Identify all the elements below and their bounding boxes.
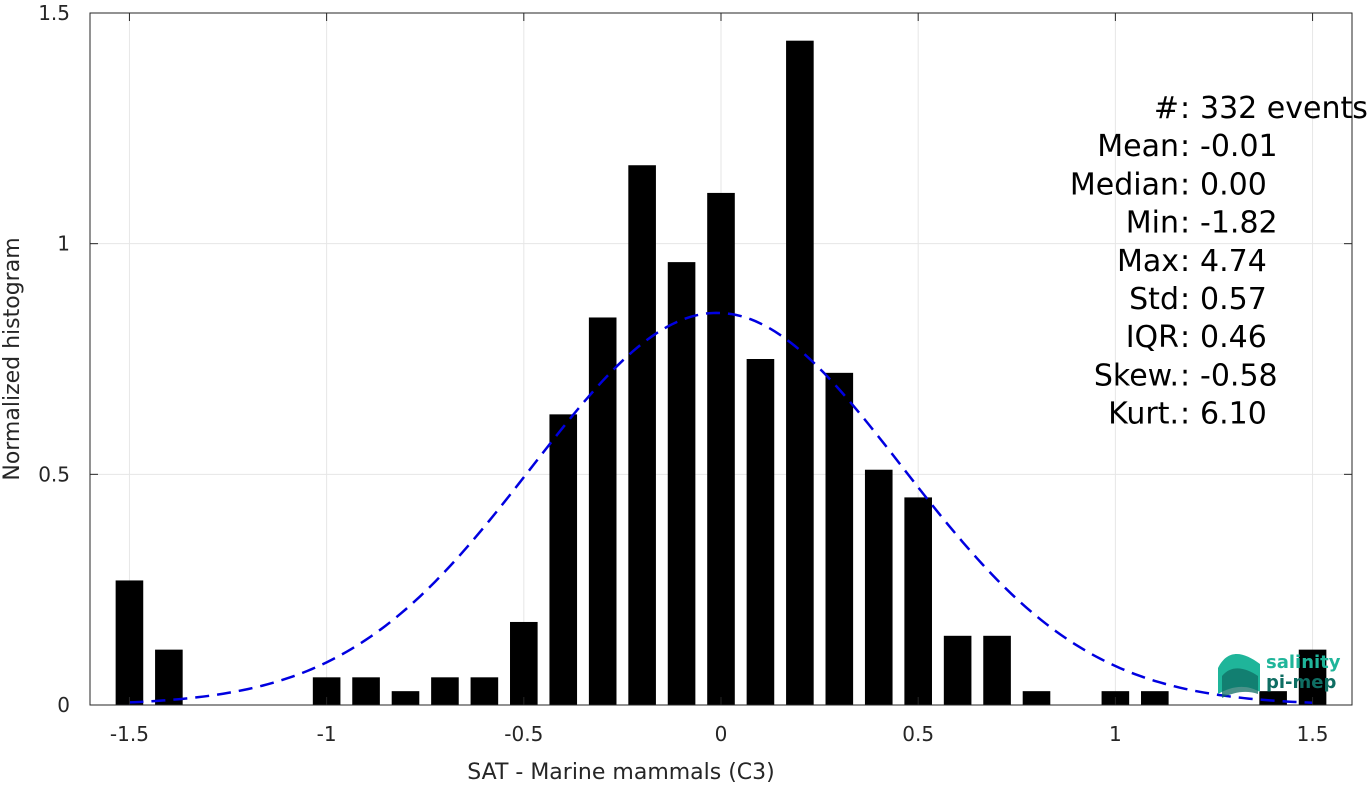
x-tick-label-4: 0.5 [902,722,934,746]
stat-value-1: -0.01 [1200,129,1278,164]
histogram-bar-11 [667,262,696,705]
histogram-bar-24 [1298,649,1327,705]
stat-value-0: 332 events [1200,91,1367,126]
stat-label-1: Mean [1097,129,1179,164]
y-tick-label-1: 0.5 [38,462,70,486]
stat-colon-6: : [1180,320,1190,355]
stat-colon-5: : [1180,282,1190,317]
stat-label-4: Max [1117,244,1179,279]
histogram-bar-22 [1141,691,1169,705]
y-axis-title: Normalized histogram [0,237,25,480]
stat-value-7: -0.58 [1200,358,1278,393]
logo-line2: pi-mep [1266,672,1336,693]
histogram-bar-1 [155,649,183,705]
histogram-bar-16 [864,469,893,705]
x-tick-label-0: -1.5 [110,722,149,746]
logo-wave-icon [1218,654,1260,698]
stat-label-8: Kurt. [1108,397,1179,432]
stat-value-8: 6.10 [1200,397,1267,432]
histogram-bar-12 [707,192,735,706]
stat-colon-1: : [1180,129,1190,164]
histogram-bar-10 [628,165,656,706]
stat-value-2: 0.00 [1200,167,1267,202]
x-tick-label-1: -1 [317,722,337,746]
histogram-bar-14 [786,40,814,706]
stat-value-5: 0.57 [1200,282,1267,317]
histogram-bar-3 [352,677,380,705]
histogram-bar-13 [746,359,775,705]
stat-value-3: -1.82 [1200,206,1278,241]
stat-colon-0: : [1180,91,1190,126]
axis-ticks [90,12,1352,706]
stat-value-6: 0.46 [1200,320,1267,355]
x-tick-label-3: 0 [715,722,728,746]
y-tick-label-2: 1 [57,232,70,256]
stat-colon-3: : [1180,206,1190,241]
histogram-bar-4 [391,691,420,705]
histogram-bar-19 [983,635,1011,705]
stat-colon-2: : [1180,167,1190,202]
x-axis-title: SAT - Marine mammals (C3) [467,760,775,785]
y-tick-labels: 0 0.5 1 1.5 [38,1,70,717]
histogram-bar-15 [825,372,854,705]
stat-label-6: IQR [1126,320,1179,355]
histogram-bar-9 [588,317,617,705]
stat-colon-7: : [1180,358,1190,393]
stat-value-4: 4.74 [1200,244,1267,279]
y-tick-label-0: 0 [57,693,70,717]
stat-label-3: Min [1126,206,1179,241]
histogram-bar-5 [431,677,459,705]
stat-label-2: Median [1070,167,1179,202]
histogram-bar-17 [904,497,932,705]
stat-label-5: Std [1129,282,1179,317]
x-tick-label-6: 1.5 [1297,722,1329,746]
x-tick-label-5: 1 [1109,722,1122,746]
stat-label-7: Skew. [1094,358,1179,393]
gaussian-fit-curve [129,311,1313,704]
histogram-bar-20 [1022,691,1051,705]
logo-line1: salinity [1266,652,1341,673]
x-tick-label-2: -0.5 [504,722,543,746]
histogram-bar-18 [943,635,972,705]
stat-colon-4: : [1180,244,1190,279]
histogram-bar-8 [549,414,578,705]
histogram-bar-23 [1259,691,1287,705]
y-tick-label-3: 1.5 [38,1,70,25]
x-tick-labels: -1.5 -1 -0.5 0 0.5 1 1.5 [110,722,1329,746]
salinity-pi-mep-logo: salinity pi-mep [1218,652,1341,698]
histogram-bar-0 [115,580,144,705]
stat-colon-8: : [1180,397,1190,432]
histogram-bar-6 [470,677,499,705]
histogram-bar-7 [510,621,538,705]
stat-label-0: # [1154,91,1179,126]
